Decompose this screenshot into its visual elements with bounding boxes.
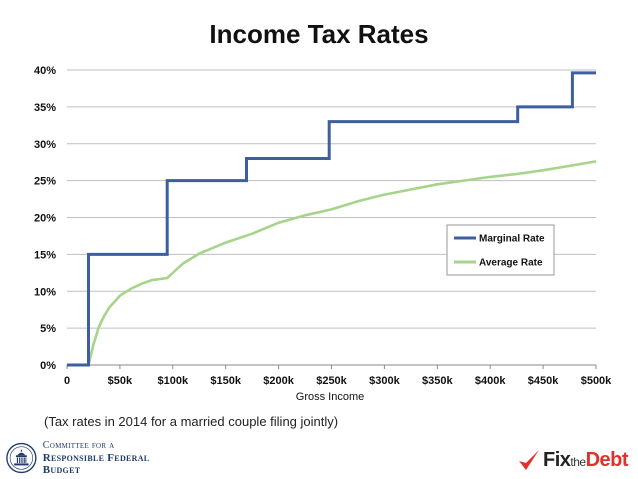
average-rate-line bbox=[67, 160, 597, 367]
legend-label-average: Average Rate bbox=[479, 258, 543, 269]
crfb-wordmark: Committee for a Responsible Federal Budg… bbox=[43, 440, 176, 476]
x-tick-label: $450k bbox=[528, 375, 559, 387]
series-lines bbox=[67, 71, 597, 367]
x-tick-label: $350k bbox=[422, 375, 453, 387]
x-tick-label: $500k bbox=[581, 375, 612, 387]
x-tick-label: $100k bbox=[158, 375, 189, 387]
y-tick-label: 35% bbox=[34, 102, 56, 114]
crfb-line2: Responsible Federal Budget bbox=[42, 452, 150, 476]
legend: Marginal Rate Average Rate bbox=[446, 224, 555, 276]
capitol-seal-icon bbox=[6, 442, 37, 474]
legend-label-marginal: Marginal Rate bbox=[479, 234, 545, 245]
y-tick-label: 0% bbox=[40, 360, 56, 372]
y-tick-label: 10% bbox=[34, 286, 56, 298]
checkmark-icon bbox=[519, 450, 539, 470]
y-tick-label: 5% bbox=[40, 323, 56, 335]
y-tick-label: 20% bbox=[34, 213, 56, 225]
fix-the-debt-wordmark: FixtheDebt bbox=[543, 448, 629, 472]
y-axis-ticks: 0% 5% 10% 15% 20% 25% 30% 35% 40% bbox=[34, 65, 56, 372]
y-tick-label: 15% bbox=[34, 249, 56, 261]
ftd-the: the bbox=[570, 454, 586, 469]
x-tick-label: $50k bbox=[108, 375, 133, 387]
ftd-debt: Debt bbox=[585, 448, 629, 471]
x-axis-ticks: 0 $50k $100k $150k $200k $250k $300k $350k $400k… bbox=[64, 365, 612, 387]
y-tick-label: 25% bbox=[34, 176, 56, 188]
ftd-fix: Fix bbox=[543, 448, 571, 471]
crfb-line1: Committee for a bbox=[42, 440, 115, 451]
y-tick-label: 40% bbox=[34, 65, 56, 77]
crfb-logo: Committee for a Responsible Federal Budg… bbox=[6, 440, 176, 476]
x-tick-label: $400k bbox=[475, 375, 506, 387]
x-tick-label: $300k bbox=[369, 375, 400, 387]
x-tick-label: 0 bbox=[64, 375, 70, 387]
income-tax-chart: Income Tax Rates 0% 5% 10% 15% 20% 25% 30% 35% 4… bbox=[34, 19, 612, 403]
x-tick-label: $200k bbox=[263, 375, 294, 387]
chart-footnote: (Tax rates in 2014 for a married couple … bbox=[44, 414, 339, 429]
x-axis-label: Gross Income bbox=[296, 391, 364, 403]
marginal-rate-line bbox=[67, 71, 596, 367]
x-tick-label: $250k bbox=[316, 375, 347, 387]
x-tick-label: $150k bbox=[210, 375, 241, 387]
y-tick-label: 30% bbox=[34, 139, 56, 151]
chart-title: Income Tax Rates bbox=[209, 19, 428, 49]
legend-box bbox=[446, 224, 555, 276]
fix-the-debt-logo: FixtheDebt bbox=[518, 446, 629, 474]
